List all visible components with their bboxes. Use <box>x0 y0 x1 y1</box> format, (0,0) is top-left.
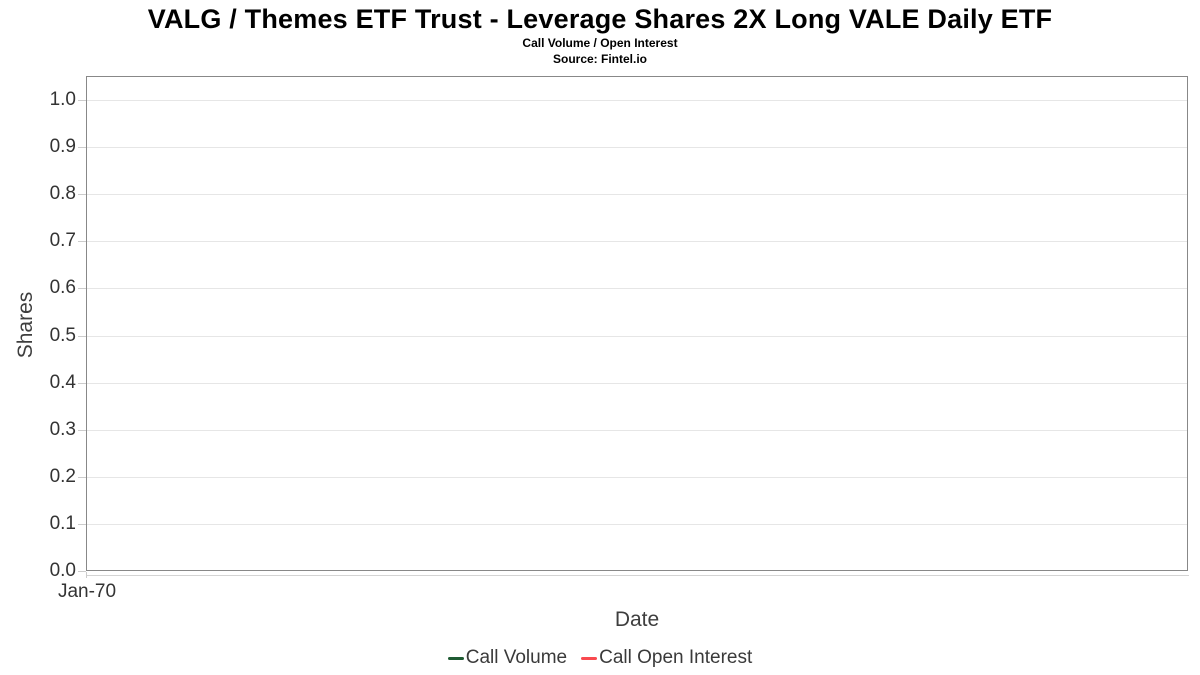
call-open-interest-line-icon <box>581 656 598 660</box>
gridline <box>87 100 1187 101</box>
chart-source-label: Source: Fintel.io <box>552 52 647 66</box>
y-tick-mark <box>78 524 86 525</box>
gridline <box>87 241 1187 242</box>
gridline <box>87 524 1187 525</box>
chart-title: VALG / Themes ETF Trust - Leverage Share… <box>147 4 1053 34</box>
y-tick-mark <box>78 477 86 478</box>
legend-item-call-open-interest[interactable]: Call Open Interest <box>581 647 752 669</box>
gridline <box>87 336 1187 337</box>
y-tick-label: 1.0 <box>49 89 76 110</box>
y-tick-label: 0.3 <box>49 419 76 440</box>
legend: Call Volume Call Open Interest <box>0 644 1200 672</box>
y-tick-label: 0.4 <box>49 372 76 393</box>
y-tick-label: 0.9 <box>49 136 76 157</box>
legend-label-call-volume: Call Volume <box>465 647 568 668</box>
plot-area <box>86 76 1188 571</box>
y-tick-label: 0.1 <box>49 513 76 534</box>
x-tick-mark <box>86 572 87 578</box>
y-tick-mark <box>78 430 86 431</box>
y-tick-label: 0.5 <box>49 325 76 346</box>
gridline <box>87 147 1187 148</box>
y-tick-mark <box>78 241 86 242</box>
gridline <box>87 430 1187 431</box>
y-tick-label: 0.0 <box>49 560 76 581</box>
y-tick-mark <box>78 288 86 289</box>
legend-label-call-open-interest: Call Open Interest <box>599 647 753 668</box>
y-tick-mark <box>78 194 86 195</box>
y-tick-label: 0.6 <box>49 277 76 298</box>
y-tick-mark <box>78 571 86 572</box>
y-tick-mark <box>78 147 86 148</box>
x-axis-line <box>86 575 1189 576</box>
gridline <box>87 194 1187 195</box>
y-tick-label: 0.8 <box>49 183 76 204</box>
gridline <box>87 288 1187 289</box>
y-tick-mark <box>78 336 86 337</box>
y-tick-label: 0.7 <box>49 230 76 251</box>
gridline <box>87 477 1187 478</box>
legend-item-call-volume[interactable]: Call Volume <box>447 647 568 669</box>
call-volume-line-icon <box>447 656 464 660</box>
y-tick-mark <box>78 383 86 384</box>
x-axis-title: Date <box>614 608 660 631</box>
gridline <box>87 383 1187 384</box>
y-tick-label: 0.2 <box>49 466 76 487</box>
x-tick-label: Jan-70 <box>57 581 117 602</box>
chart-subtitle: Call Volume / Open Interest <box>522 36 678 50</box>
y-tick-mark <box>78 100 86 101</box>
